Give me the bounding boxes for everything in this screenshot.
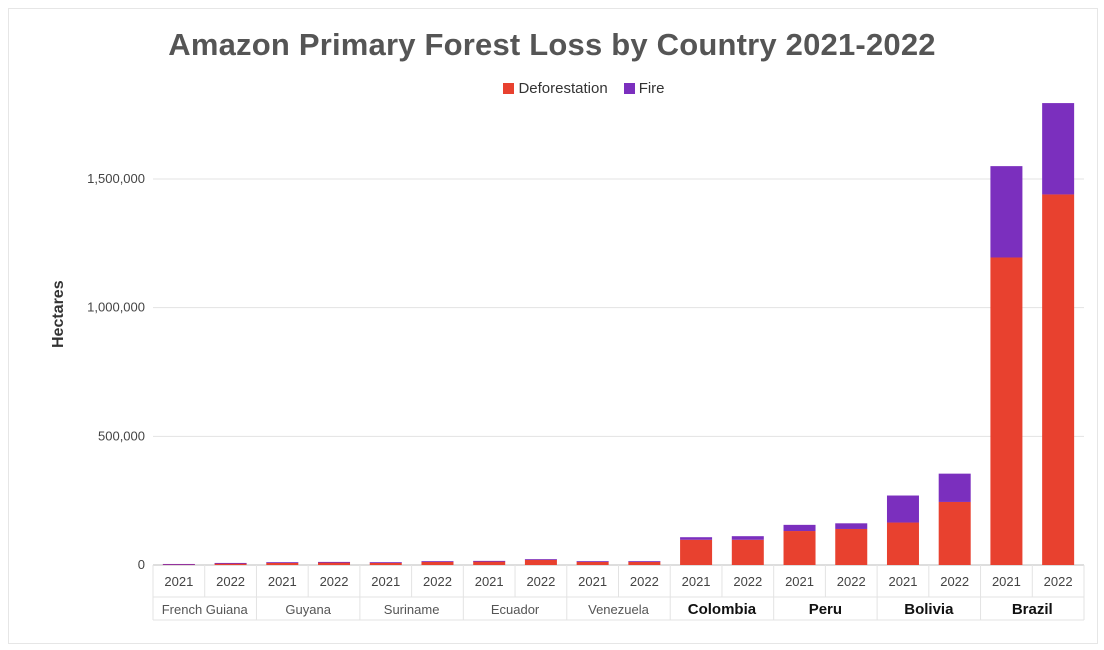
bar-fire <box>524 559 557 560</box>
x-tick-year: 2021 <box>992 574 1021 589</box>
bar-fire <box>1042 103 1075 195</box>
x-tick-country: Venezuela <box>588 602 649 617</box>
legend: Deforestation Fire <box>0 80 1104 97</box>
bar-fire <box>421 561 454 562</box>
legend-item-fire: Fire <box>623 80 665 97</box>
x-tick-year: 2022 <box>423 574 452 589</box>
bar-deforestation <box>990 257 1023 565</box>
legend-swatch-deforestation <box>503 83 515 94</box>
y-tick-label: 0 <box>138 557 145 572</box>
x-tick-year: 2022 <box>1044 574 1073 589</box>
bar-deforestation <box>266 562 299 565</box>
x-tick-year: 2021 <box>371 574 400 589</box>
bar-deforestation <box>576 561 609 565</box>
bar-fire <box>938 473 971 502</box>
bar-fire <box>731 536 764 540</box>
bar-fire <box>369 562 402 563</box>
bar-deforestation <box>369 562 402 565</box>
bar-fire <box>162 563 195 565</box>
x-tick-year: 2021 <box>578 574 607 589</box>
bar-deforestation <box>318 562 351 565</box>
chart-title: Amazon Primary Forest Loss by Country 20… <box>168 27 936 62</box>
bar-fire <box>576 561 609 562</box>
x-tick-year: 2021 <box>889 574 918 589</box>
x-tick-year: 2022 <box>320 574 349 589</box>
x-tick-year: 2021 <box>475 574 504 589</box>
x-tick-country: Colombia <box>688 601 757 618</box>
bar-fire <box>783 524 816 532</box>
bar-fire <box>318 561 351 563</box>
bar-deforestation <box>886 522 919 565</box>
x-tick-country: Brazil <box>1012 601 1053 618</box>
x-tick-year: 2021 <box>164 574 193 589</box>
x-tick-year: 2022 <box>940 574 969 589</box>
x-tick-country: Ecuador <box>491 602 540 617</box>
legend-label-fire: Fire <box>638 80 665 97</box>
x-tick-year: 2022 <box>733 574 762 589</box>
x-tick-year: 2022 <box>837 574 866 589</box>
bar-fire <box>680 537 713 540</box>
x-tick-country: Guyana <box>285 602 331 617</box>
bar-deforestation <box>783 531 816 565</box>
bar-deforestation <box>421 561 454 565</box>
legend-item-deforestation: Deforestation <box>503 80 608 97</box>
bar-fire <box>214 562 247 564</box>
x-tick-year: 2021 <box>268 574 297 589</box>
bar-fire <box>473 560 506 562</box>
x-tick-year: 2022 <box>630 574 659 589</box>
x-tick-country: Suriname <box>384 602 440 617</box>
bar-deforestation <box>835 528 868 565</box>
x-tick-year: 2021 <box>682 574 711 589</box>
bar-fire <box>990 166 1023 258</box>
y-tick-label: 1,000,000 <box>87 300 145 315</box>
bar-deforestation <box>524 559 557 565</box>
bar-deforestation <box>680 539 713 565</box>
x-tick-year: 2022 <box>526 574 555 589</box>
bar-deforestation <box>214 563 247 565</box>
x-tick-country: French Guiana <box>162 602 249 617</box>
legend-label-deforestation: Deforestation <box>518 80 608 97</box>
y-tick-label: 1,500,000 <box>87 171 145 186</box>
bar-deforestation <box>628 561 661 565</box>
bar-deforestation <box>1042 194 1075 565</box>
legend-swatch-fire <box>623 83 635 94</box>
bar-fire <box>628 561 661 562</box>
bar-fire <box>886 495 919 523</box>
bar-fire <box>835 523 868 529</box>
bar-deforestation <box>731 539 764 565</box>
x-tick-year: 2022 <box>216 574 245 589</box>
bar-deforestation <box>938 501 971 565</box>
x-tick-year: 2021 <box>785 574 814 589</box>
x-tick-country: Peru <box>809 601 842 618</box>
bar-deforestation <box>473 561 506 565</box>
bar-fire <box>266 562 299 563</box>
x-tick-country: Bolivia <box>904 601 954 618</box>
y-tick-label: 500,000 <box>98 428 145 443</box>
